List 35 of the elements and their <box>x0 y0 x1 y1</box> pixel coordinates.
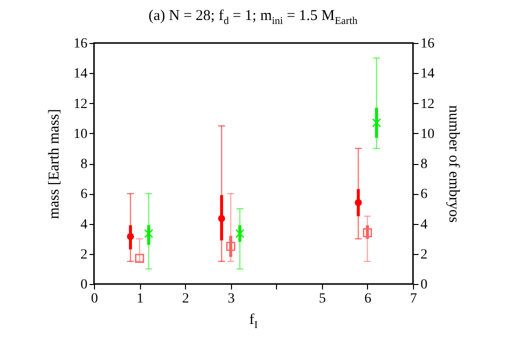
y-tick-label: 16 <box>74 36 88 52</box>
x-tick-label: 1 <box>136 292 144 306</box>
y2-tick-label: 8 <box>420 157 428 172</box>
y2-tick-label: 12 <box>420 96 434 112</box>
y-tick-label: 2 <box>80 247 88 262</box>
x-tick-label: 2 <box>182 292 190 306</box>
point <box>226 242 236 251</box>
y2-tick-label: 0 <box>420 278 428 292</box>
y2-tick-label: 10 <box>420 126 434 142</box>
point <box>126 233 134 240</box>
x-tick-label: 0 <box>91 292 98 306</box>
x-tick-label: 5 <box>318 292 326 306</box>
x-axis-title: f$_{I}$ <box>248 312 259 331</box>
y2-tick-label: 14 <box>420 66 434 82</box>
y2-tick-label: 2 <box>420 247 428 262</box>
point <box>135 254 144 263</box>
y2-tick-label: 6 <box>420 187 428 202</box>
y-tick-label: 8 <box>80 157 88 172</box>
y2-axis-title: number of embryos <box>446 105 462 223</box>
x-tick-label: 6 <box>364 292 372 306</box>
chart-title: (a) N = 28; f$_{d}$ = 1; m$_{ini}$ = 1.5 M$_{Earth}$ <box>147 8 359 27</box>
point <box>354 199 362 206</box>
y-tick-label: 12 <box>74 96 88 112</box>
point <box>362 228 372 238</box>
y2-tick-label: 16 <box>420 36 434 52</box>
point <box>218 214 226 222</box>
y-tick-label: 6 <box>80 187 88 202</box>
y-tick-label: 10 <box>74 126 88 142</box>
y-tick-label: 14 <box>74 66 88 82</box>
x-tick-label: 3 <box>228 292 235 306</box>
y-axis-title: mass [Earth mass] <box>46 109 62 219</box>
y2-tick-label: 4 <box>420 217 428 232</box>
y-tick-label: 0 <box>80 278 88 292</box>
y-tick-label: 4 <box>80 217 88 232</box>
x-tick-label: 7 <box>410 292 417 306</box>
